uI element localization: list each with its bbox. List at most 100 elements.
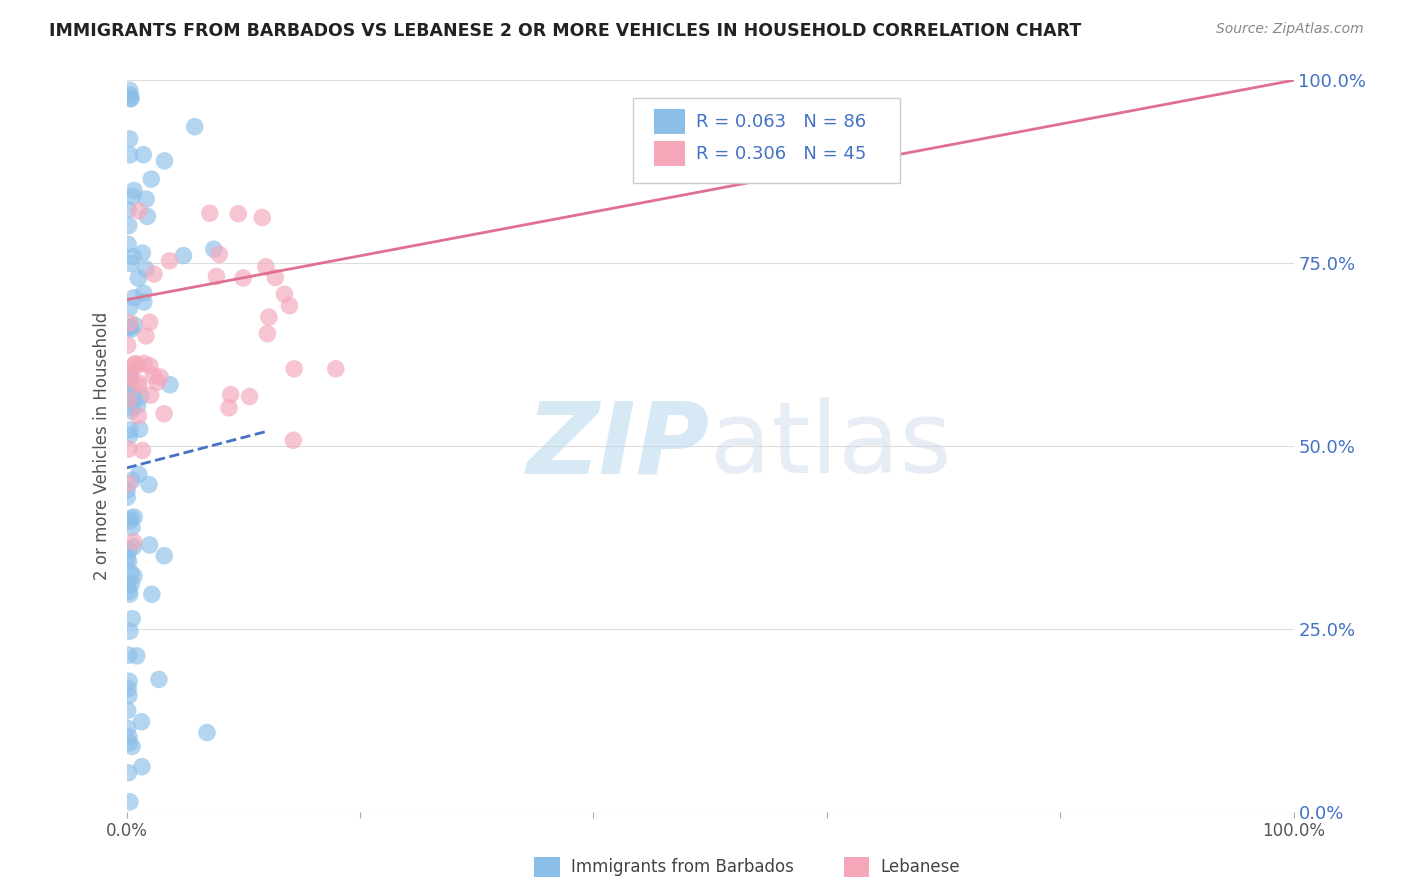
Point [128,378,150,392]
Point [122,540,145,554]
Point [278,299,301,313]
Point [138,538,160,552]
Point [256,326,278,341]
Point [117,372,139,386]
Point [143,267,166,281]
Point [127,358,149,372]
Point [136,210,159,224]
Point [118,624,141,639]
Point [252,211,274,225]
Point [238,390,260,404]
Point [117,392,139,407]
Point [146,375,169,389]
Point [283,362,305,376]
Point [120,404,142,418]
Point [122,510,145,524]
Point [141,587,163,601]
Point [118,429,141,443]
Point [117,237,139,252]
Point [117,202,139,217]
Point [122,291,145,305]
Point [139,388,162,402]
Point [132,286,155,301]
Point [117,442,139,456]
Point [117,476,139,491]
Point [125,648,148,663]
Point [115,383,138,397]
Point [135,192,157,206]
Point [118,543,141,558]
Point [118,730,141,744]
Point [132,295,155,310]
Point [283,434,305,448]
Point [120,91,142,105]
Point [120,88,142,103]
Point [117,320,139,334]
Point [273,287,295,301]
Point [117,681,139,696]
Point [124,356,146,370]
Point [124,318,146,332]
Point [153,549,176,563]
Point [120,92,142,106]
Point [132,147,155,161]
Point [120,322,142,336]
Point [131,246,153,260]
Point [121,474,143,488]
Point [118,674,141,689]
Text: ZIP: ZIP [527,398,710,494]
Point [117,765,139,780]
Point [127,376,149,390]
Point [122,569,145,583]
Text: R = 0.306   N = 45: R = 0.306 N = 45 [696,145,866,163]
Point [120,576,142,591]
Point [120,366,142,380]
Point [219,387,242,401]
Point [117,703,139,717]
Point [226,207,249,221]
Point [122,250,145,264]
Point [118,148,141,162]
Point [120,319,142,334]
Point [118,648,141,662]
Point [138,315,160,329]
Text: Lebanese: Lebanese [880,858,960,876]
Point [264,270,287,285]
Point [202,242,225,256]
Point [118,83,141,97]
Point [325,361,347,376]
Point [117,490,139,504]
Point [120,566,142,580]
Point [121,612,143,626]
Point [127,271,149,285]
Point [131,443,153,458]
Point [118,301,141,315]
Point [122,358,145,372]
Text: Immigrants from Barbados: Immigrants from Barbados [571,858,794,876]
Point [117,554,139,568]
Point [128,467,150,482]
Point [135,329,157,343]
Point [184,120,207,134]
Point [115,483,138,498]
Point [205,269,228,284]
Point [128,422,150,436]
Point [142,368,165,383]
Point [118,795,141,809]
Point [232,271,254,285]
Point [120,511,142,525]
Point [120,371,142,385]
Point [118,219,141,233]
Point [138,477,160,491]
Point [135,262,157,277]
Point [118,689,141,703]
Point [118,423,141,437]
Point [149,370,172,384]
Point [127,409,149,423]
Point [118,316,141,330]
Point [139,359,162,373]
Point [121,189,143,203]
Point [257,310,280,325]
Point [159,377,181,392]
Point [131,714,153,729]
